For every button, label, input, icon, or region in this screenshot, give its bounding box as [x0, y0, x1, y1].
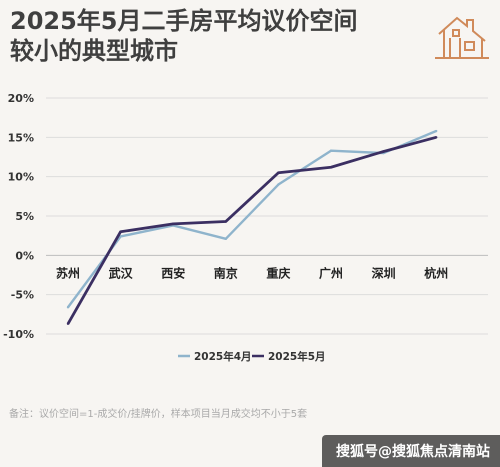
data-point [119, 235, 122, 238]
x-tick-label: 苏州 [56, 265, 80, 280]
y-tick-label: 0% [15, 249, 34, 262]
y-tick-label: -5% [11, 289, 34, 302]
x-tick-label: 武汉 [109, 265, 134, 280]
data-point [172, 222, 175, 226]
series-line [67, 129, 437, 308]
x-tick-label: 南京 [214, 265, 238, 280]
data-point [224, 220, 227, 223]
data-point [382, 150, 385, 153]
data-point [435, 129, 438, 133]
data-point [329, 149, 333, 152]
legend: 2025年4月 2025年5月 [178, 350, 326, 363]
legend-label: 2025年5月 [268, 350, 326, 363]
y-tick-label: 5% [15, 210, 34, 223]
y-tick-label: 10% [8, 171, 34, 184]
x-axis: 苏州 武汉 西安 南京 重庆 广州 深圳 杭州 [56, 265, 448, 280]
footnote: 备注：议价空间=1-成交价/挂牌价，样本项目当月成交均不小于5套 [9, 409, 308, 420]
chart-title: 2025年5月二手房平均议价空间 较小的典型城市 [10, 6, 420, 66]
data-point [66, 306, 70, 309]
data-point [66, 322, 70, 325]
title-line-1: 2025年5月二手房平均议价空间 [10, 7, 358, 35]
y-axis: 20% 15% 10% 5% 0% -5% -10% [3, 92, 34, 341]
title-line-2: 较小的典型城市 [10, 37, 178, 65]
y-tick-label: -10% [3, 328, 34, 341]
series-lines [66, 129, 438, 325]
y-tick-label: 15% [8, 131, 34, 144]
data-point [435, 136, 438, 139]
grid-lines [46, 97, 488, 335]
x-tick-label: 广州 [319, 265, 343, 280]
data-point [224, 237, 227, 241]
legend-label: 2025年4月 [194, 350, 252, 363]
data-point [277, 171, 280, 174]
series-line [66, 135, 437, 325]
x-tick-label: 重庆 [266, 265, 290, 280]
data-point [277, 183, 280, 186]
house-icon [435, 16, 489, 59]
x-tick-label: 杭州 [424, 265, 448, 280]
x-tick-label: 西安 [161, 265, 185, 280]
data-point [119, 230, 122, 233]
watermark: 搜狐号@搜狐焦点清南站 [322, 435, 500, 467]
data-point [329, 166, 333, 169]
x-tick-label: 深圳 [372, 265, 396, 280]
y-tick-label: 20% [8, 92, 34, 105]
